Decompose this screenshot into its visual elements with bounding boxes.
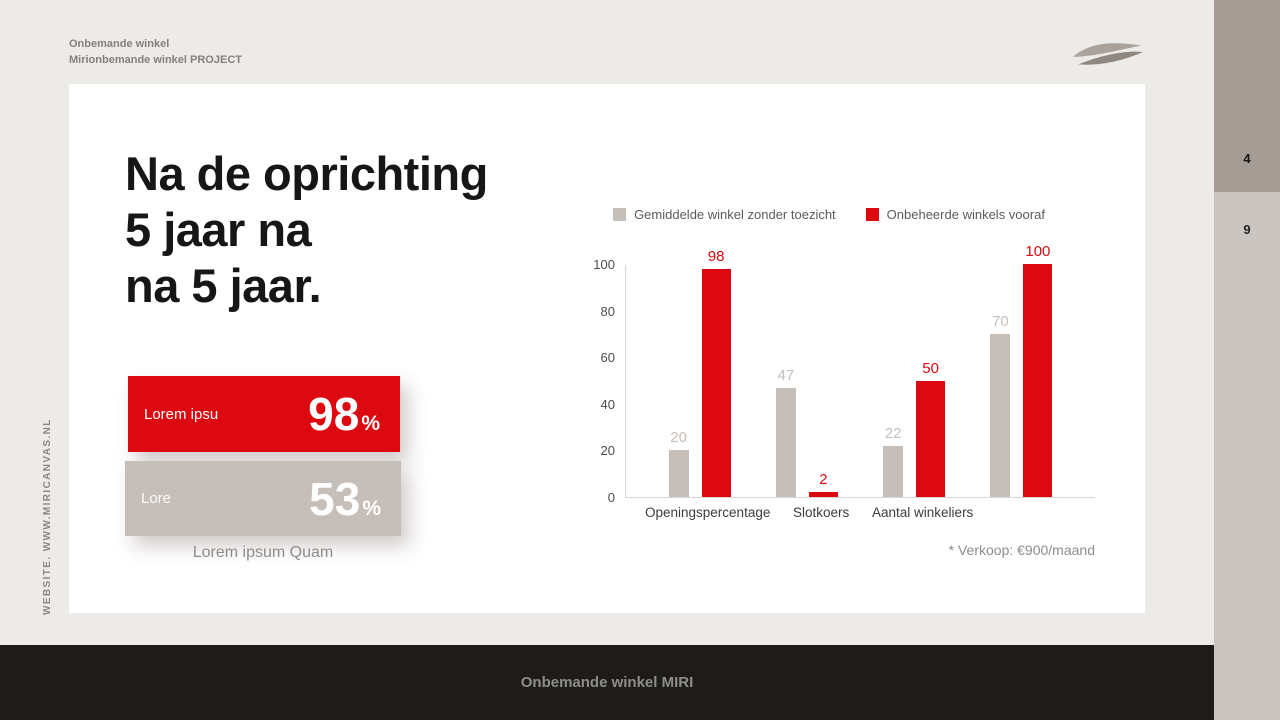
chart-plot: 20 98 47 2 22 50 70 100 (625, 243, 1095, 498)
page-number-bottom: 9 (1243, 222, 1251, 237)
y-tick-label: 80 (600, 303, 615, 319)
bar-chart: 0 20 40 60 80 100 20 98 47 2 22 50 70 100 Openingspe… (591, 243, 1095, 520)
stat-gray-unit: % (362, 496, 381, 520)
chart-y-axis: 0 20 40 60 80 100 (591, 257, 625, 505)
chart-x-labels: Openingspercentage Slotkoers Aantal winkel… (625, 505, 1095, 520)
slide-title: Na de oprichting 5 jaar na na 5 jaar. (125, 146, 488, 314)
stat-red-value: 98 (308, 388, 360, 440)
stat-red-label: Lorem ipsu (144, 405, 219, 423)
stat-gray-value: 53 (309, 472, 361, 525)
bar-rect (701, 268, 731, 497)
chart-plot-row: 0 20 40 60 80 100 20 98 47 2 22 50 70 100 (591, 243, 1095, 505)
bar-rect (668, 450, 689, 497)
legend-label: Onbeheerde winkels vooraf (886, 207, 1045, 222)
bar-value-label: 47 (777, 366, 795, 384)
y-tick-label: 0 (607, 490, 615, 505)
header-line2: Mirionbemande winkel PROJECT (69, 54, 242, 66)
y-tick-label: 20 (600, 443, 615, 459)
bar: 20 (668, 429, 689, 497)
bar-value-label: 22 (884, 424, 902, 442)
stat-gray-label: Lore (141, 490, 172, 507)
brand-logo (1068, 34, 1146, 72)
strip-top-block: 4 (1214, 0, 1280, 192)
stat-red-unit: % (361, 412, 380, 435)
bar-group: 22 50 (861, 359, 968, 497)
chart-legend: Gemiddelde winkel zonder toezicht Onbehee… (559, 207, 1099, 222)
right-side-strip: 4 9 (1214, 0, 1280, 720)
legend-swatch-icon (865, 208, 879, 221)
page-number-top: 4 (1243, 151, 1251, 166)
stat-box-gray: Lore 53 % (125, 461, 401, 536)
bar: 22 (883, 424, 904, 497)
bar-value-label: 50 (922, 359, 939, 377)
x-axis-label: Aantal winkeliers (872, 505, 974, 520)
stat-caption: Lorem ipsum Quam (192, 544, 334, 561)
chart-footnote: * Verkoop: €900/maand (948, 542, 1095, 558)
bar: 98 (701, 247, 731, 497)
bar-value-label: 20 (670, 429, 687, 447)
title-line-3: na 5 jaar. (125, 259, 322, 312)
bar-rect (1023, 264, 1053, 497)
bar-value-label: 2 (819, 471, 828, 489)
bar-value-label: 70 (992, 312, 1009, 330)
title-line-2: 5 jaar na (125, 203, 312, 256)
bar: 70 (990, 312, 1011, 497)
footer-bar: Onbemande winkel MIRI (0, 645, 1214, 720)
x-axis-label: Slotkoers (792, 505, 850, 520)
x-axis-label: Openingspercentage (645, 505, 771, 520)
strip-bottom-block: 9 (1214, 192, 1280, 237)
slide-header: Onbemande winkel Mirionbemande winkel PR… (69, 36, 242, 68)
content-card: Na de oprichting 5 jaar na na 5 jaar. Lo… (69, 84, 1145, 613)
bar-rect (808, 492, 838, 497)
bar-value-label: 100 (1025, 243, 1051, 260)
stat-red-value-wrap: 98 % (308, 387, 380, 441)
legend-item: Onbeheerde winkels vooraf (865, 207, 1045, 222)
y-tick-label: 60 (600, 350, 615, 366)
wave-logo-icon (1072, 43, 1144, 65)
bar-group: 20 98 (646, 248, 753, 497)
y-tick-label: 40 (600, 396, 615, 412)
bar-group: 70 100 (968, 243, 1075, 497)
title-line-1: Na de oprichting (125, 147, 488, 200)
bar-rect (916, 380, 946, 497)
legend-label: Gemiddelde winkel zonder toezicht (634, 207, 836, 222)
legend-item: Gemiddelde winkel zonder toezicht (613, 207, 836, 222)
legend-swatch-icon (613, 208, 627, 221)
bar-rect (775, 387, 796, 497)
header-line1: Onbemande winkel (69, 38, 170, 50)
bar: 2 (808, 471, 838, 497)
bar: 100 (1023, 243, 1053, 497)
bar-rect (883, 445, 904, 497)
bar-value-label: 98 (707, 247, 725, 265)
x-axis-label (973, 505, 1075, 520)
bar: 50 (916, 359, 946, 497)
stat-gray-value-wrap: 53 % (309, 472, 381, 526)
bar-group: 47 2 (753, 366, 860, 497)
footer-text: Onbemande winkel MIRI (520, 674, 694, 691)
bar: 47 (775, 366, 796, 497)
website-vertical-text: WEBSITE. WWW.MIRICANVAS.NL (42, 418, 53, 615)
bar-rect (990, 333, 1011, 497)
stat-box-red: Lorem ipsu 98 % (128, 376, 400, 452)
y-tick-label: 100 (593, 257, 615, 272)
